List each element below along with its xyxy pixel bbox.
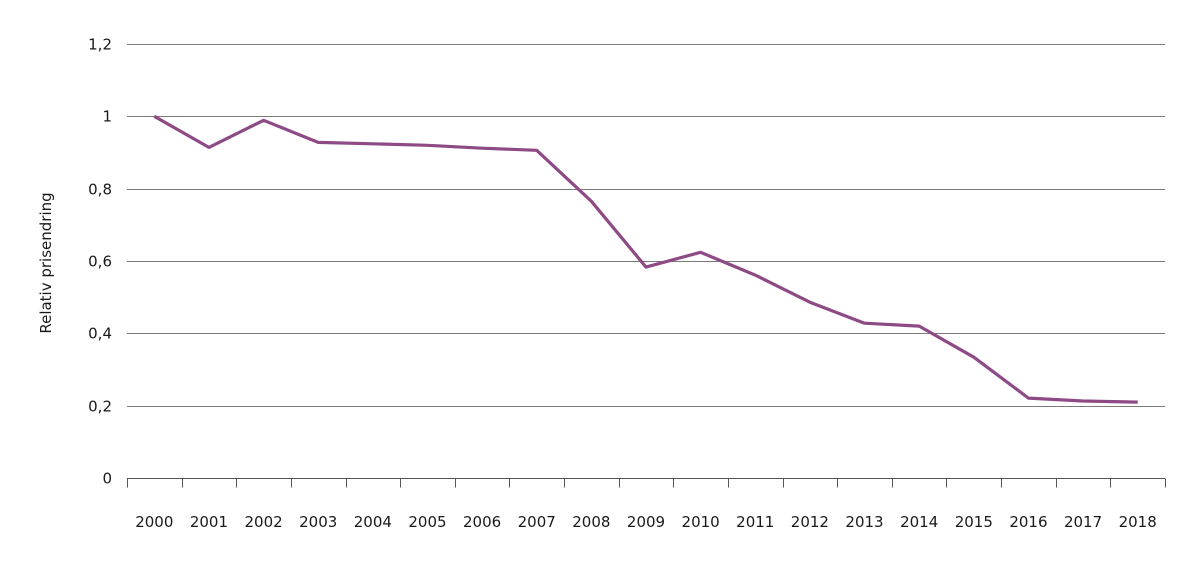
x-tick-label: 2001	[190, 513, 228, 531]
x-tick-label: 2015	[955, 513, 993, 531]
gridlines	[127, 44, 1165, 407]
x-tick-label: 2002	[244, 513, 282, 531]
x-tick-label: 2010	[682, 513, 720, 531]
x-tick-label: 2003	[299, 513, 337, 531]
x-tick-label: 2006	[463, 513, 501, 531]
x-axis	[127, 478, 1166, 488]
x-tick-label: 2017	[1064, 513, 1102, 531]
x-tick-label: 2000	[135, 513, 173, 531]
x-tick-label: 2016	[1009, 513, 1047, 531]
series-line	[153, 114, 1138, 404]
x-tick-label: 2005	[408, 513, 446, 531]
x-tick-label: 2007	[518, 513, 556, 531]
y-tick-label: 0,4	[88, 325, 112, 343]
data-series	[153, 114, 1138, 404]
y-tick-label: 0	[102, 470, 112, 488]
x-tick-label: 2009	[627, 513, 665, 531]
y-tick-label: 0,6	[88, 253, 112, 271]
y-tick-label: 0,2	[88, 398, 112, 416]
x-tick-label: 2012	[791, 513, 829, 531]
x-tick-label: 2013	[845, 513, 883, 531]
y-axis-title: Relativ prisendring	[37, 192, 55, 333]
x-tick-label: 2011	[736, 513, 774, 531]
x-axis-tick-labels: 2000 2001 2002 2003 2004 2005 2006 2007 2008 2009…	[135, 513, 1157, 531]
x-tick-label: 2008	[572, 513, 610, 531]
y-tick-label: 1,2	[88, 36, 112, 54]
y-tick-label: 0,8	[88, 181, 112, 199]
x-tick-label: 2018	[1119, 513, 1157, 531]
y-axis-tick-labels: 0 0,2 0,4 0,6 0,8 1 1,2	[88, 36, 112, 488]
x-tick-label: 2004	[354, 513, 392, 531]
y-tick-label: 1	[102, 108, 112, 126]
x-tick-label: 2014	[900, 513, 938, 531]
